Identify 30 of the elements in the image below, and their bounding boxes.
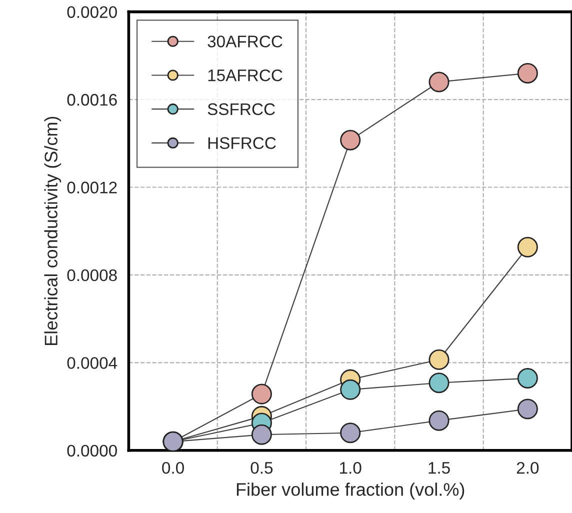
x-axis-title: Fiber volume fraction (vol.%) [236, 482, 464, 500]
legend-label: HSFRCC [208, 137, 276, 149]
point [340, 130, 361, 150]
y-tick-label: 0.0000 [67, 444, 117, 457]
y-tick-label: 0.0004 [67, 357, 118, 369]
point [340, 379, 361, 400]
point [428, 72, 450, 92]
legend-label: SSFRCC [208, 103, 275, 116]
point [251, 424, 272, 445]
x-tick-label: 0.5 [250, 462, 273, 474]
y-tick-label: 0.0016 [67, 94, 117, 106]
point [340, 422, 361, 444]
x-tick-label: 1.0 [340, 462, 362, 474]
point [517, 398, 538, 420]
point [517, 368, 538, 389]
y-tick-label: 0.0008 [67, 269, 117, 282]
x-tick-label: 2.0 [516, 462, 539, 474]
y-axis-title: Electrical conductivity (S/cm) [44, 116, 62, 346]
point [428, 410, 450, 431]
point [251, 384, 272, 404]
y-tick-label: 0.0012 [67, 182, 117, 194]
point [517, 62, 538, 84]
y-tick-label: 0.0020 [67, 6, 117, 18]
point [517, 236, 538, 258]
point [428, 349, 450, 370]
legend-label: 15AFRCC [208, 69, 282, 82]
legend-label: 30AFRCC [208, 36, 282, 48]
x-tick-label: 1.5 [428, 462, 450, 474]
point [428, 372, 450, 394]
x-tick-label: 0.0 [162, 462, 184, 474]
